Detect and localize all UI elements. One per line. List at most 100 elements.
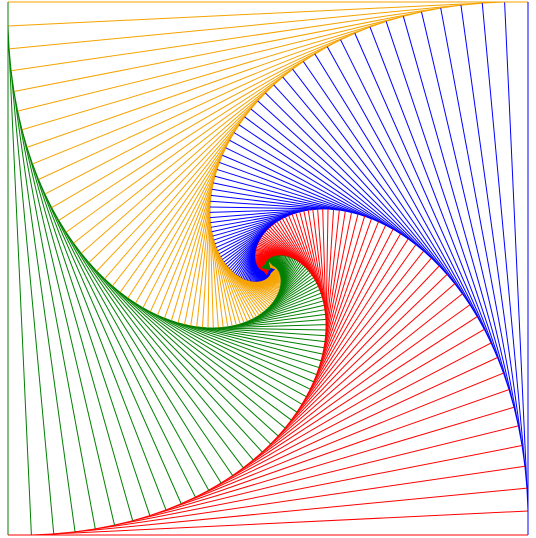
- red-chord-line: [323, 210, 346, 348]
- green-chord-line: [44, 193, 196, 498]
- red-chord-line: [317, 209, 327, 320]
- blue-chord-line: [211, 210, 304, 233]
- green-chord-line: [80, 253, 254, 461]
- red-chord-line: [318, 216, 366, 368]
- blue-chord-line: [369, 26, 504, 374]
- blue-chord-line: [210, 194, 340, 211]
- green-chord-line: [65, 231, 234, 476]
- red-chord-line: [132, 406, 515, 522]
- red-chord-line: [284, 250, 425, 429]
- red-chord-line: [114, 425, 519, 526]
- blue-chord-line: [219, 161, 372, 220]
- green-chord-line: [177, 322, 322, 362]
- blue-chord-line: [440, 7, 523, 446]
- green-chord-line: [119, 291, 292, 421]
- green-chord-line: [17, 111, 115, 526]
- orange-chord-line: [157, 155, 223, 316]
- red-chord-line: [149, 389, 510, 517]
- red-chord-line: [312, 209, 327, 315]
- orange-chord-line: [111, 108, 252, 287]
- blue-chord-line: [222, 154, 379, 223]
- orange-chord-line: [177, 176, 216, 324]
- green-chord-line: [190, 325, 325, 349]
- green-chord-line: [213, 324, 327, 329]
- green-chord-line: [157, 314, 314, 383]
- green-chord-line: [127, 297, 298, 413]
- green-chord-line: [135, 302, 303, 405]
- orange-chord-line: [135, 132, 235, 304]
- orange-chord-line: [44, 39, 341, 195]
- green-chord-line: [184, 324, 323, 355]
- blue-chord-line: [326, 46, 485, 330]
- red-chord-line: [243, 293, 463, 469]
- orange-chord-line: [211, 231, 233, 327]
- orange-chord-line: [212, 235, 237, 326]
- red-chord-line: [309, 224, 387, 390]
- green-chord-line: [21, 129, 134, 521]
- blue-chord-line: [265, 92, 440, 267]
- red-chord-line: [305, 228, 394, 397]
- blue-chord-line: [233, 132, 401, 235]
- red-chord-line: [252, 283, 456, 461]
- orange-chord-line: [196, 195, 212, 327]
- red-chord-line: [296, 238, 409, 413]
- orange-chord-line: [17, 11, 422, 112]
- orange-chord-line: [38, 32, 356, 180]
- green-chord-line: [88, 262, 263, 453]
- orange-chord-line: [142, 140, 231, 309]
- green-chord-line: [240, 296, 323, 325]
- green-chord-line: [51, 207, 210, 491]
- green-chord-line: [218, 318, 326, 329]
- blue-chord-line: [402, 16, 515, 408]
- green-arrow-icon: [260, 260, 271, 271]
- orange-chord-line: [9, 2, 483, 50]
- orange-chord-line: [127, 124, 240, 299]
- blue-chord-line: [210, 208, 318, 219]
- green-chord-line: [104, 278, 279, 437]
- orange-chord-line: [21, 15, 404, 131]
- orange-chord-line: [10, 4, 462, 72]
- orange-chord-line: [190, 189, 213, 327]
- red-chord-line: [53, 487, 527, 535]
- blue-chord-line: [238, 124, 409, 240]
- orange-chord-line: [104, 100, 259, 280]
- orange-chord-line: [207, 206, 211, 328]
- green-chord-line: [73, 242, 244, 469]
- blue-chord-line: [213, 212, 296, 241]
- red-chord-line: [325, 209, 335, 336]
- orange-chord-line: [7, 1, 505, 27]
- green-chord-line: [7, 25, 32, 536]
- blue-chord-line: [216, 168, 365, 217]
- green-chord-line: [227, 309, 326, 328]
- orange-chord-line: [201, 201, 211, 328]
- orange-chord-line: [65, 61, 304, 233]
- orange-chord-line: [32, 26, 371, 165]
- blue-chord-line: [209, 206, 329, 210]
- green-chord-line: [202, 327, 326, 337]
- green-chord-line: [142, 307, 307, 398]
- red-chord-line: [277, 257, 432, 437]
- red-chord-line: [290, 244, 417, 421]
- chord-lines: [7, 1, 529, 536]
- blue-chord-line: [504, 1, 529, 512]
- blue-chord-line: [273, 84, 448, 275]
- green-chord-line: [32, 163, 167, 511]
- orange-chord-line: [183, 182, 214, 325]
- orange-chord-line: [170, 169, 218, 321]
- blue-chord-line: [229, 139, 394, 230]
- orange-chord-line: [149, 147, 227, 313]
- orange-chord-line: [13, 7, 441, 92]
- blue-chord-line: [212, 211, 300, 237]
- green-chord-line: [223, 313, 326, 329]
- green-chord-line: [150, 311, 311, 390]
- blue-chord-line: [460, 5, 526, 467]
- blue-chord-line: [210, 208, 313, 224]
- red-chord-line: [74, 465, 526, 533]
- blue-chord-line: [302, 61, 471, 306]
- green-chord-line: [196, 326, 326, 343]
- red-chord-line: [322, 212, 353, 355]
- red-chord-line: [322, 208, 327, 325]
- green-chord-line: [10, 70, 76, 532]
- blue-chord-line: [213, 182, 352, 213]
- green-chord-line: [232, 304, 325, 327]
